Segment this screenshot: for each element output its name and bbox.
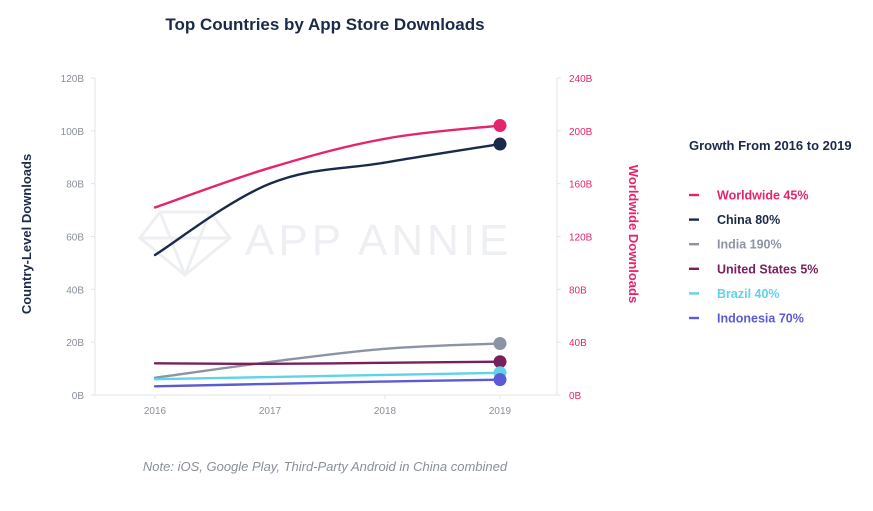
chart-title: Top Countries by App Store Downloads (165, 15, 484, 34)
series-indonesia (153, 373, 507, 388)
y-tick-right-label: 80B (569, 285, 587, 296)
series-line-china (153, 142, 502, 257)
y-tick-right-label: 160B (569, 180, 593, 191)
legend: Growth From 2016 to 2019 Worldwide 45% Chi… (689, 138, 852, 326)
series-china (153, 137, 507, 257)
series-brazil (153, 366, 507, 381)
series-india (153, 336, 507, 380)
y-tick-left-label: 20B (66, 338, 84, 349)
series-line-united-states (153, 360, 502, 366)
x-tick-label: 2017 (259, 406, 282, 417)
x-tick-label: 2016 (144, 406, 167, 417)
y-tick-left-label: 80B (66, 180, 84, 191)
x-tick-label: 2019 (489, 406, 512, 417)
legend-label-china: China 80% (717, 213, 780, 227)
legend-label-brazil: Brazil 40% (717, 287, 780, 301)
y-tick-right-label: 40B (569, 338, 587, 349)
legend-label-indonesia: Indonesia 70% (717, 312, 804, 326)
y-tick-left-label: 100B (61, 127, 85, 138)
y-axis-left-title: Country-Level Downloads (19, 154, 34, 314)
series-worldwide (153, 119, 507, 209)
legend-label-india: India 190% (717, 238, 782, 252)
series-line-worldwide (153, 124, 502, 209)
series-endpoint-india (493, 336, 507, 350)
series-line-indonesia (153, 378, 502, 388)
y-tick-right-label: 0B (569, 391, 582, 402)
y-tick-left-label: 60B (66, 233, 84, 244)
series-line-india (153, 342, 502, 380)
watermark: APP ANNIE (137, 210, 513, 277)
y-tick-left-label: 0B (72, 391, 85, 402)
legend-label-worldwide: Worldwide 45% (717, 189, 808, 203)
axes: 0B 20B 40B 60B 80B 100B 120B 0B 40B 80B 120B 160B 20… (61, 74, 593, 417)
series-united-states (153, 355, 507, 369)
footnote: Note: iOS, Google Play, Third-Party Andr… (143, 459, 508, 474)
y-tick-left-label: 120B (61, 74, 85, 85)
series-layer (153, 119, 507, 388)
legend-label-united-states: United States 5% (717, 262, 818, 276)
series-endpoint-indonesia (493, 373, 507, 387)
series-endpoint-china (493, 137, 507, 151)
y-tick-right-label: 200B (569, 127, 593, 138)
y-axis-right-title: Worldwide Downloads (626, 165, 641, 303)
y-tick-left-label: 40B (66, 285, 84, 296)
app-annie-logo-icon (137, 210, 233, 277)
watermark-text: APP ANNIE (245, 216, 513, 265)
y-tick-right-label: 240B (569, 74, 593, 85)
series-endpoint-united-states (493, 355, 507, 369)
y-tick-right-label: 120B (569, 233, 593, 244)
x-tick-label: 2018 (374, 406, 397, 417)
legend-title: Growth From 2016 to 2019 (689, 138, 852, 153)
series-line-brazil (153, 371, 502, 381)
series-endpoint-worldwide (493, 119, 507, 133)
